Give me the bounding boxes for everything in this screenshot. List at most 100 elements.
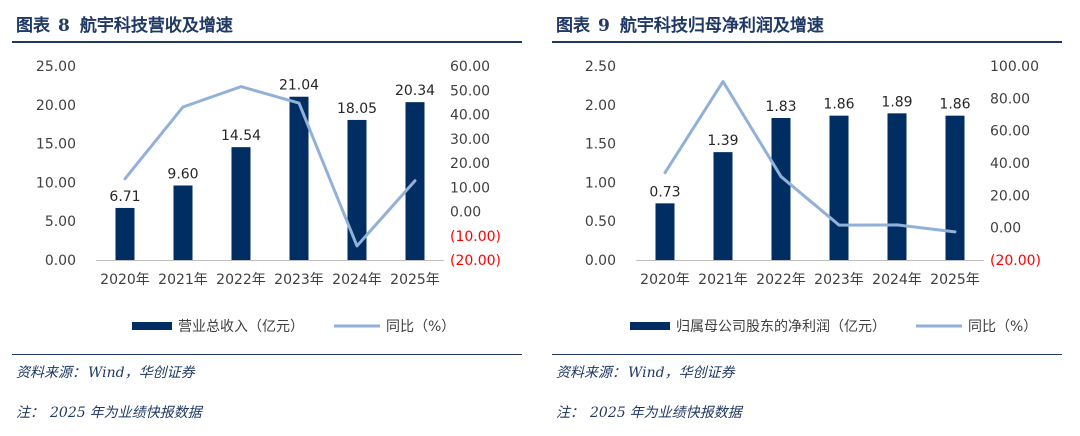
bar-data-label: 1.86 [823,97,854,113]
x-axis-tick-label: 2022年 [756,272,806,288]
source-label: 资料来源 [556,365,612,381]
source-rule [552,354,1062,355]
right-axis-tick-label: 40.00 [450,108,490,124]
left-axis-tick-label: 10.00 [36,175,76,191]
net-profit-chart: 0.00 0.50 1.00 1.50 2.00 2.50 (20.00) 0.00 20.00… [585,59,1041,335]
bar [173,185,193,260]
left-axis-tick-label: 0.50 [585,214,616,230]
right-axis-tick-label: 0.00 [990,221,1021,237]
legend-label-line: 同比（%） [386,319,455,335]
left-axis-tick-label: 15.00 [36,137,76,153]
bar-data-label: 1.39 [707,133,738,149]
line-series [123,85,417,248]
bar-data-label: 1.86 [939,97,970,113]
x-axis-tick-label: 2020年 [640,272,690,288]
revenue-chart: 0.00 5.00 10.00 15.00 20.00 25.00 (20.00) (10.0… [36,59,501,335]
bar [289,96,309,260]
bar-data-label: 20.34 [395,83,435,99]
figure-number: 9 [598,16,610,36]
right-axis-tick-label: 60.00 [990,124,1030,140]
x-axis-tick-label: 2022年 [216,272,266,288]
bar-data-label: 0.73 [649,184,680,200]
bar-data-label: 1.83 [765,99,796,115]
left-axis-tick-label: 0.00 [585,253,616,269]
bar-data-label: 14.54 [221,128,261,144]
figure-label: 图表 [16,16,50,36]
footnote-year: 2025 [50,405,86,421]
right-axis-tick-label: 40.00 [990,156,1030,172]
left-axis-tick-label: 20.00 [36,98,76,114]
bar-data-label: 6.71 [109,189,140,205]
figure-title-text: 航宇科技营收及增速 [79,16,233,36]
footnote-text: 年为业绩快报数据 [629,405,742,421]
x-axis-tick-label: 2021年 [698,272,748,288]
right-axis-tick-label: 80.00 [990,91,1030,107]
left-axis-tick-label: 25.00 [36,59,76,75]
x-axis-tick-label: 2024年 [332,272,382,288]
x-axis-tick-label: 2025年 [930,272,980,288]
figure-label: 图表 [556,16,590,36]
figure-title: 图表 9 航宇科技归母净利润及增速 [556,11,824,36]
bar [115,207,135,260]
right-axis-tick-label: 30.00 [450,132,490,148]
legend-label-bar: 营业总收入（亿元） [178,319,304,335]
line-series [663,80,957,234]
source-text: Wind，华创证券 [628,365,735,381]
right-axis-tick-label: 60.00 [450,59,490,75]
bar [945,115,965,260]
bar [347,119,367,260]
x-axis-tick-label: 2021年 [158,272,208,288]
x-axis-tick-label: 2023年 [814,272,864,288]
right-axis-tick-label: 10.00 [450,180,490,196]
x-axis-tick-label: 2024年 [872,272,922,288]
legend-swatch-bar [630,322,670,330]
right-axis-tick-label: 20.00 [990,188,1030,204]
x-axis-tick-label: 2023年 [274,272,324,288]
figure-panel-net-profit: 图表 9 航宇科技归母净利润及增速 0.00 0.50 1.00 1.50 2.00 2.50… [552,0,1062,436]
right-axis-tick-label: 100.00 [990,59,1039,75]
x-axis-tick-label: 2020年 [100,272,150,288]
footnote-text: 年为业绩快报数据 [89,405,202,421]
right-axis-tick-label: (20.00) [990,253,1041,269]
title-rule [12,41,522,43]
bar-data-label: 18.05 [337,101,377,117]
x-axis-tick-label: 2025年 [390,272,440,288]
left-axis-tick-label: 1.00 [585,175,616,191]
bar [231,147,251,260]
source-text: Wind，华创证券 [88,365,195,381]
bar [713,152,733,260]
figure-title: 图表 8 航宇科技营收及增速 [16,11,233,36]
left-axis-tick-label: 2.50 [585,59,616,75]
left-axis-tick-label: 2.00 [585,98,616,114]
source-rule [12,354,522,355]
figure-number: 8 [58,16,70,36]
bar-data-label: 9.60 [167,167,198,183]
bar-data-label: 1.89 [881,94,912,110]
right-axis-tick-label: 50.00 [450,83,490,99]
left-axis-tick-label: 5.00 [45,214,76,230]
bar [771,117,791,260]
left-axis-tick-label: 1.50 [585,137,616,153]
bar [829,115,849,260]
footnote-year: 2025 [590,405,626,421]
footnote-label: 注 [16,405,30,421]
right-axis-tick-label: (20.00) [450,253,501,269]
legend-swatch-bar [132,322,172,330]
right-axis-tick-label: 20.00 [450,156,490,172]
source-note: 资料来源： Wind，华创证券 [16,365,195,381]
source-note: 资料来源： Wind，华创证券 [556,365,735,381]
figure-panel-revenue: 图表 8 航宇科技营收及增速 0.00 5.00 10.00 15.00 20.00 25.0… [12,0,522,436]
figure-title-text: 航宇科技归母净利润及增速 [619,16,824,36]
bar-data-label: 21.04 [279,78,319,94]
footnote: 注： 2025 年为业绩快报数据 [16,405,202,421]
bar [887,113,907,260]
bar [655,203,675,260]
right-axis-tick-label: (10.00) [450,229,501,245]
title-rule [552,41,1062,43]
legend-label-line: 同比（%） [968,319,1037,335]
right-axis-tick-label: 0.00 [450,205,481,221]
legend-label-bar: 归属母公司股东的净利润（亿元） [676,318,886,335]
left-axis-tick-label: 0.00 [45,253,76,269]
footnote: 注： 2025 年为业绩快报数据 [556,405,742,421]
source-label: 资料来源 [16,365,72,381]
